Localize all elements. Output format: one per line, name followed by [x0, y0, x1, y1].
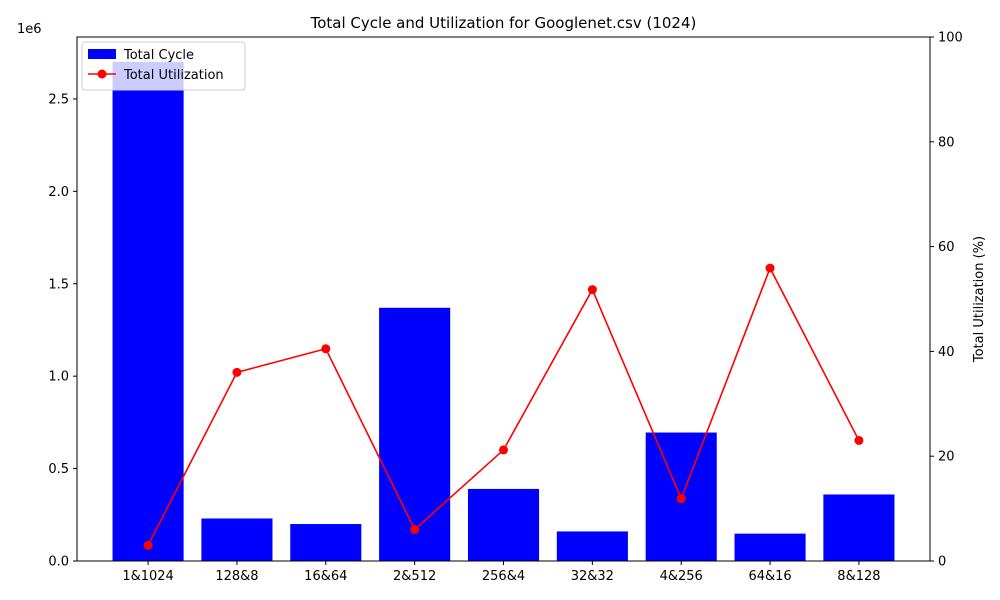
right-tick-label: 100: [938, 31, 963, 46]
utilization-point-32&32: [587, 285, 597, 295]
bar-64&16: [734, 533, 806, 561]
x-tick-label: 64&16: [748, 569, 791, 584]
left-y-axis: 0.0 0.5 1.0 1.5 2.0 2.5: [48, 92, 77, 570]
right-tick-label: 80: [938, 135, 955, 150]
utilization-point-2&512: [410, 525, 420, 535]
utilization-point-8&128: [854, 435, 864, 445]
chart-title: Total Cycle and Utilization for Googlene…: [310, 14, 697, 32]
bar-1&1024: [112, 61, 184, 561]
utilization-point-4&256: [676, 494, 686, 504]
x-tick-label: 128&8: [215, 569, 258, 584]
bar-16&64: [290, 524, 362, 561]
left-tick-label: 0.0: [48, 555, 69, 570]
utilization-point-1&1024: [143, 540, 153, 550]
left-tick-label: 0.5: [48, 462, 69, 477]
right-tick-label: 0: [938, 555, 946, 570]
left-tick-label: 1.0: [48, 370, 69, 385]
bar-32&32: [556, 531, 628, 561]
bar-256&4: [467, 488, 540, 561]
left-axis-offset-label: 1e6: [17, 22, 42, 37]
legend-label-total-utilization: Total Utilization: [123, 68, 224, 83]
bar-128&8: [201, 518, 273, 561]
x-tick-label: 1&1024: [122, 569, 174, 584]
x-tick-label: 16&64: [304, 569, 347, 584]
right-tick-label: 20: [938, 450, 955, 465]
legend-box: [81, 41, 246, 91]
x-tick-label: 32&32: [571, 569, 614, 584]
utilization-point-16&64: [321, 344, 331, 354]
x-tick-label: 2&512: [393, 569, 436, 584]
bar-2&512: [379, 307, 451, 561]
utilization-point-128&8: [232, 367, 242, 377]
right-tick-label: 60: [938, 240, 955, 255]
legend-swatch-total-cycle: [88, 49, 116, 59]
x-tick-label: 256&4: [482, 569, 525, 584]
x-tick-label: 4&256: [660, 569, 703, 584]
utilization-point-64&16: [765, 263, 775, 273]
x-axis: 1&1024 128&8 16&64 2&512 256&4 32&32 4&256 64&1…: [122, 561, 881, 584]
right-y-axis: 0 20 40 60 80 100: [930, 31, 963, 570]
legend: Total Cycle Total Utilization: [81, 41, 246, 91]
utilization-point-256&4: [499, 445, 508, 455]
left-tick-label: 2.5: [48, 92, 69, 107]
bar-series-total-cycle: [112, 61, 895, 561]
line-series-total-utilization: [143, 263, 864, 550]
x-tick-label: 8&128: [837, 569, 880, 584]
right-axis-label: Total Utilization (%): [972, 236, 987, 363]
left-tick-label: 1.5: [48, 277, 69, 292]
right-tick-label: 40: [938, 345, 955, 360]
plot-frame: [76, 36, 931, 562]
legend-swatch-marker-total-utilization: [97, 69, 107, 79]
bar-8&128: [823, 494, 895, 561]
left-tick-label: 2.0: [48, 185, 69, 200]
legend-label-total-cycle: Total Cycle: [123, 48, 194, 63]
